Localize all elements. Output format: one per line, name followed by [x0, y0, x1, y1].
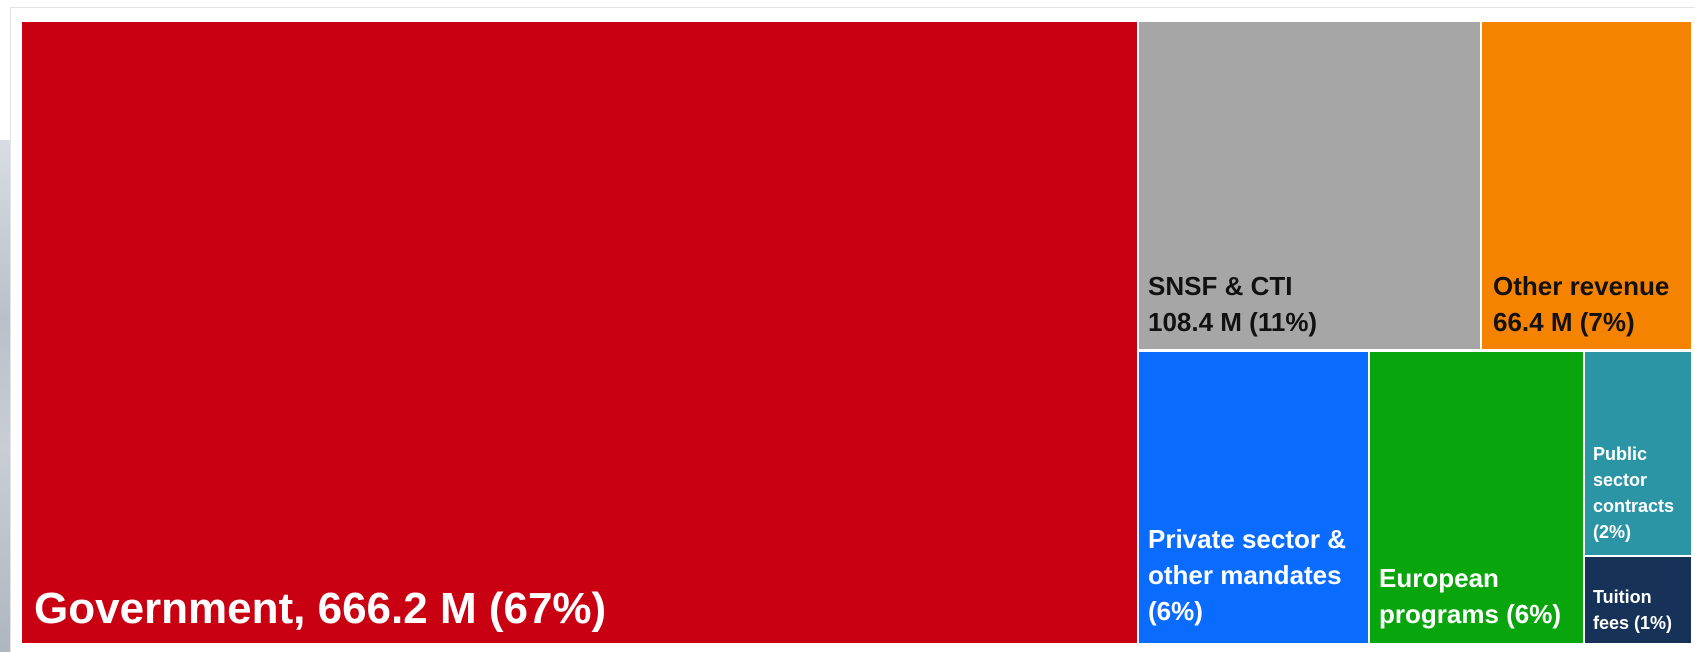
tile-european-programs: European programs (6%) [1370, 352, 1583, 643]
tile-label-government: Government, 666.2 M (67%) [34, 584, 606, 633]
tile-rect-tuition-fees [1585, 557, 1691, 643]
tile-snsf-and-cti: SNSF & CTI 108.4 M (11%) [1139, 22, 1480, 349]
tile-label-line: (6%) [1148, 596, 1203, 626]
tile-label-private-sector-and-other-mandates: Private sector & other mandates (6%) [1148, 524, 1346, 626]
tile-rect-european-programs [1370, 352, 1583, 643]
tile-label-line: contracts [1593, 496, 1674, 516]
tile-label-line: Government, 666.2 M (67%) [34, 584, 606, 633]
tile-rect-public-sector-contracts [1585, 352, 1691, 555]
tile-government: Government, 666.2 M (67%) [22, 22, 1137, 643]
tile-label-line: Public [1593, 444, 1647, 464]
tile-private-sector-and-other-mandates: Private sector & other mandates (6%) [1139, 352, 1368, 643]
tile-tuition-fees: Tuition fees (1%) [1585, 557, 1691, 643]
tile-label-line: Tuition [1593, 587, 1652, 607]
tile-label-line: sector [1593, 470, 1647, 490]
tile-label-other-revenue: Other revenue 66.4 M (7%) [1493, 271, 1669, 337]
tile-label-line: fees (1%) [1593, 613, 1672, 633]
tile-rect-snsf-and-cti [1139, 22, 1480, 349]
tile-label-line: programs (6%) [1379, 599, 1561, 629]
tile-rect-other-revenue [1482, 22, 1691, 349]
tile-label-european-programs: European programs (6%) [1379, 563, 1561, 629]
tile-label-line: Private sector & [1148, 524, 1346, 554]
tile-rect-private-sector-and-other-mandates [1139, 352, 1368, 643]
tile-rect-government [22, 22, 1137, 643]
tile-label-line: SNSF & CTI [1148, 271, 1292, 301]
tile-label-line: (2%) [1593, 522, 1631, 542]
tile-other-revenue: Other revenue 66.4 M (7%) [1482, 22, 1691, 349]
tile-public-sector-contracts: Public sector contracts (2%) [1585, 352, 1691, 555]
tile-label-line: other mandates [1148, 560, 1342, 590]
tile-label-line: 66.4 M (7%) [1493, 307, 1635, 337]
tile-label-tuition-fees: Tuition fees (1%) [1593, 587, 1672, 633]
tile-label-line: European [1379, 563, 1499, 593]
tile-label-public-sector-contracts: Public sector contracts (2%) [1593, 444, 1674, 542]
tile-label-line: 108.4 M (11%) [1148, 307, 1317, 337]
tile-label-line: Other revenue [1493, 271, 1669, 301]
tile-label-snsf-and-cti: SNSF & CTI 108.4 M (11%) [1148, 271, 1317, 337]
